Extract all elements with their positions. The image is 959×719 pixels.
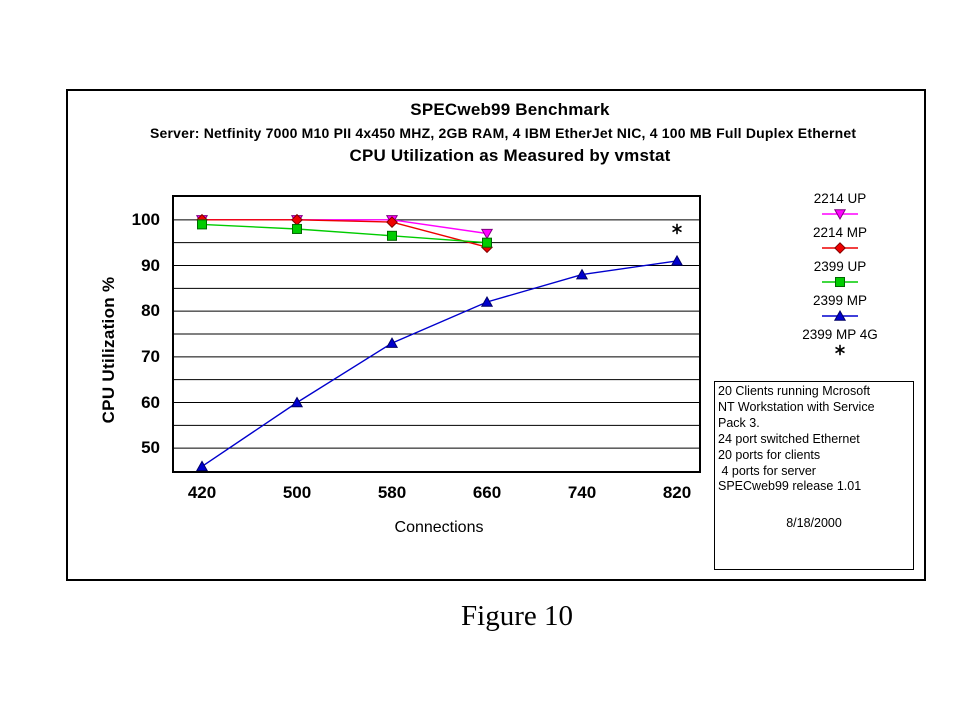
series-marker-triangle-up [195,460,209,472]
series-marker-triangle-up [575,268,589,280]
series-marker-square [482,237,492,248]
legend-item-2214-mp: 2214 MP [768,225,912,255]
annotation-date: 8/18/2000 [786,516,842,531]
x-tick-label: 580 [377,483,407,502]
chart-frame: SPECweb99 Benchmark Server: Netfinity 70… [66,89,926,581]
annotation-line: 20 ports for clients [718,447,821,462]
x-tick-label: 660 [472,483,502,502]
series-marker-asterisk [672,223,682,235]
legend-marker [822,209,858,221]
series-line-2399-up [201,223,488,244]
series-marker-square [835,277,845,287]
legend-label: 2399 MP 4G [802,327,878,342]
chart-subtitle: Server: Netfinity 7000 M10 PII 4x450 MHZ… [150,125,857,141]
annotation-line: 4 ports for server [718,463,816,478]
legend-label: 2214 MP [812,225,868,240]
y-tick-label: 60 [141,392,160,412]
y-tick-label: 70 [141,346,160,366]
annotation-line: Pack 3. [718,415,760,430]
annotation-line: SPECweb99 release 1.01 [718,479,862,494]
y-tick-label: 90 [141,255,160,275]
legend-marker [822,242,858,254]
annotation-line: 24 port switched Ethernet [718,431,860,446]
legend: 2214 UP 2214 MP 2399 UP 2399 MP 2399 MP 4G [768,191,912,361]
y-tick-label: 100 [131,209,160,229]
x-axis-title: Connections [394,519,484,536]
series-marker-triangle-up [833,309,847,321]
chart-heading: CPU Utilization as Measured by vmstat [349,146,671,165]
series-line-2214-mp [202,219,488,248]
legend-item-2399-mp: 2399 MP [768,293,912,323]
series-marker-triangle-up [385,337,399,348]
series-marker-diamond [386,216,398,229]
legend-item-2214-up: 2214 UP [768,191,912,221]
legend-label: 2399 UP [813,259,867,274]
annotation-line: NT Workstation with Service [718,399,875,414]
x-tick-label: 740 [567,483,597,502]
y-tick-label: 50 [141,438,160,458]
plot-svg [174,213,699,472]
series-marker-triangle-down [480,228,494,240]
x-tick-label: 820 [662,483,692,502]
y-tick-label: 80 [141,301,160,321]
plot-area [172,195,701,473]
series-marker-triangle-up [670,254,684,266]
chart-title: SPECweb99 Benchmark [410,100,610,119]
legend-label: 2399 MP [812,293,868,308]
series-marker-square [292,223,302,234]
annotation-line: 20 Clients running Mcrosoft [718,384,871,398]
legend-label: 2214 UP [813,191,867,206]
legend-marker [822,309,858,321]
series-marker-triangle-down [833,209,847,221]
annotation-text-box: 20 Clients running Mcrosoft NT Workstatio… [714,381,914,570]
x-tick-label: 420 [187,483,217,502]
series-marker-square [387,230,397,241]
asterisk-stroke [835,346,845,354]
annotation-lines: 20 Clients running Mcrosoft NT Workstatio… [718,384,910,495]
series-marker-diamond [834,242,846,254]
asterisk-stroke [672,225,682,233]
figure-caption: Figure 10 [461,600,573,632]
legend-marker [835,344,845,356]
series-line-2399-mp [201,260,678,467]
series-marker-asterisk [835,344,845,356]
legend-item-2399-mp-4g: 2399 MP 4G [768,327,912,357]
series-marker-triangle-up [290,396,304,408]
legend-item-2399-up: 2399 UP [768,259,912,289]
series-marker-triangle-up [480,296,494,307]
x-tick-label: 500 [282,483,312,502]
series-marker-square [197,219,207,230]
legend-marker [822,277,858,287]
